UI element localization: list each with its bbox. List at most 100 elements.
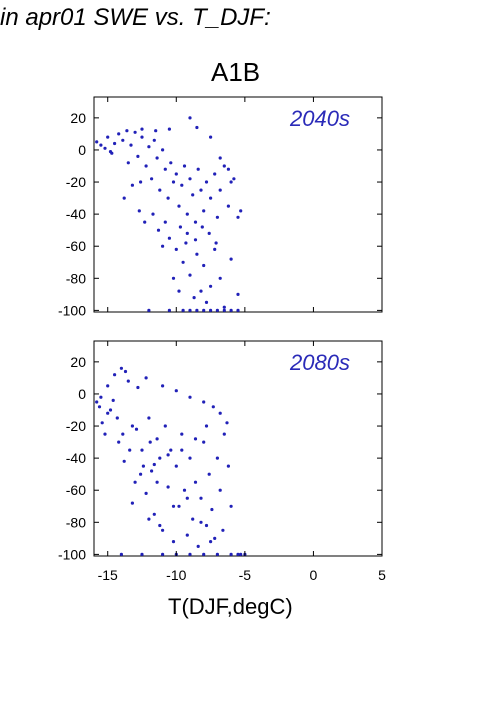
panel-period-label: 2040s bbox=[289, 106, 350, 131]
y-tick-label: -40 bbox=[66, 206, 86, 222]
data-point bbox=[99, 143, 103, 147]
data-point bbox=[113, 141, 117, 146]
data-point bbox=[167, 236, 171, 240]
data-point bbox=[111, 398, 115, 402]
data-point bbox=[229, 257, 233, 261]
data-point bbox=[136, 154, 140, 158]
data-point bbox=[108, 408, 113, 412]
data-point bbox=[236, 552, 240, 557]
data-point bbox=[236, 308, 240, 312]
data-point bbox=[121, 138, 125, 142]
data-point bbox=[103, 146, 107, 150]
y-tick-label: -60 bbox=[66, 482, 86, 498]
data-point bbox=[202, 308, 206, 312]
data-point bbox=[141, 464, 145, 468]
y-tick-label: -40 bbox=[66, 450, 86, 466]
data-point bbox=[174, 389, 178, 393]
y-tick-label: -100 bbox=[58, 546, 86, 562]
y-tick-label: 20 bbox=[70, 110, 86, 126]
data-point bbox=[215, 456, 219, 460]
data-point bbox=[147, 308, 151, 312]
y-tick-label: -80 bbox=[66, 514, 86, 530]
data-point bbox=[185, 496, 189, 500]
data-point bbox=[171, 276, 176, 280]
data-point bbox=[180, 183, 184, 187]
data-point bbox=[99, 395, 103, 399]
data-point bbox=[174, 247, 178, 251]
data-point bbox=[213, 536, 217, 541]
data-point bbox=[200, 225, 204, 229]
data-point bbox=[222, 432, 226, 436]
data-point bbox=[188, 116, 192, 120]
data-point bbox=[202, 209, 206, 213]
data-point bbox=[210, 507, 214, 512]
data-point bbox=[133, 480, 137, 484]
data-point bbox=[169, 161, 173, 165]
data-point bbox=[182, 164, 187, 168]
data-point bbox=[211, 405, 215, 409]
data-point bbox=[155, 156, 159, 160]
data-point bbox=[214, 241, 218, 245]
data-point bbox=[166, 453, 170, 457]
data-point bbox=[215, 552, 219, 557]
data-point bbox=[136, 385, 140, 390]
data-point bbox=[181, 260, 185, 264]
data-point bbox=[188, 177, 192, 181]
data-point bbox=[133, 130, 137, 134]
data-point bbox=[128, 448, 132, 452]
data-point bbox=[147, 416, 151, 420]
data-point bbox=[226, 464, 230, 468]
data-point bbox=[185, 231, 189, 235]
data-point bbox=[226, 167, 230, 171]
data-point bbox=[218, 188, 222, 192]
data-point bbox=[144, 491, 148, 495]
data-point bbox=[204, 424, 209, 428]
data-point bbox=[152, 512, 156, 516]
y-tick-label: -20 bbox=[66, 418, 86, 434]
data-point bbox=[97, 405, 102, 409]
data-point bbox=[188, 552, 192, 557]
data-point bbox=[161, 244, 165, 248]
scenario-label: A1B bbox=[211, 57, 261, 87]
data-point bbox=[196, 544, 200, 549]
data-point bbox=[143, 220, 147, 224]
data-point bbox=[166, 196, 170, 200]
data-point bbox=[204, 180, 209, 184]
data-point bbox=[130, 501, 134, 505]
data-point bbox=[215, 215, 219, 219]
data-point bbox=[185, 212, 189, 216]
data-point bbox=[126, 161, 130, 165]
data-point bbox=[129, 143, 133, 147]
data-point bbox=[139, 180, 143, 184]
x-tick-label: -10 bbox=[166, 567, 186, 583]
y-tick-label: -100 bbox=[58, 302, 86, 318]
data-point bbox=[140, 127, 144, 131]
data-point bbox=[213, 172, 217, 176]
scatter-panel-2080s: 20 0 -20 -40 -60 -80 -100 -15 -10 -5 0 5 2080s bbox=[58, 340, 386, 583]
data-point bbox=[152, 138, 156, 142]
data-point bbox=[185, 533, 189, 537]
data-point bbox=[229, 308, 233, 312]
data-point bbox=[117, 440, 121, 444]
data-point bbox=[202, 263, 206, 268]
data-point bbox=[218, 156, 222, 160]
data-point bbox=[229, 552, 233, 557]
data-point bbox=[117, 132, 121, 136]
data-point bbox=[191, 517, 195, 521]
data-point bbox=[199, 520, 203, 524]
data-point bbox=[155, 480, 159, 484]
plot-frame bbox=[93, 96, 383, 313]
data-point bbox=[150, 177, 154, 181]
data-point bbox=[95, 140, 99, 144]
y-tick-label: -20 bbox=[66, 174, 86, 190]
data-point bbox=[209, 284, 213, 288]
data-point bbox=[218, 488, 222, 492]
data-point bbox=[193, 238, 198, 242]
data-point bbox=[106, 384, 110, 388]
data-point bbox=[178, 225, 182, 229]
y-tick-label: 20 bbox=[70, 354, 86, 370]
y-tick-label: -80 bbox=[66, 270, 86, 286]
data-point bbox=[188, 395, 192, 399]
data-point bbox=[139, 472, 143, 476]
